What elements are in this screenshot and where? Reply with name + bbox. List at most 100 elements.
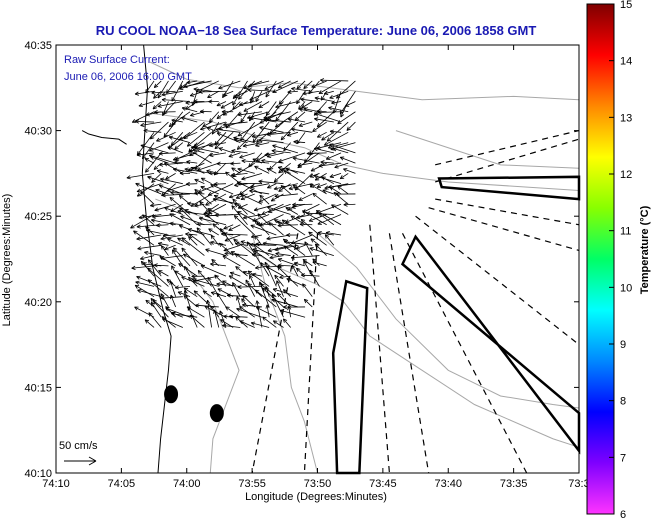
current-vector-head: [233, 136, 238, 138]
transect-ray: [388, 233, 430, 474]
current-vector: [278, 90, 291, 105]
current-vector: [171, 80, 184, 102]
current-vector-head: [193, 87, 198, 90]
current-vector: [162, 234, 176, 237]
current-vector-head: [232, 173, 236, 178]
transect-ray: [435, 198, 580, 226]
current-vector-head: [152, 105, 155, 110]
current-vector: [218, 80, 241, 89]
current-vector-head: [206, 127, 210, 131]
current-vector: [165, 173, 176, 180]
current-vector-head: [274, 180, 279, 183]
current-vector-head: [181, 247, 184, 252]
current-vector-head: [169, 221, 174, 224]
current-vector-head: [228, 275, 232, 280]
current-vector-head: [252, 248, 257, 253]
current-vector-head: [188, 276, 193, 280]
current-vector-head: [250, 322, 255, 326]
current-vector-head: [234, 185, 239, 188]
current-vector-head: [216, 161, 221, 165]
current-vector-head: [237, 286, 242, 290]
current-vector-head: [271, 299, 276, 303]
current-vector-head: [164, 246, 168, 250]
current-vector-head: [294, 186, 297, 191]
current-vector: [287, 131, 299, 136]
current-vector-head: [234, 139, 238, 143]
current-vector-head: [317, 220, 321, 225]
current-vector-head: [283, 304, 288, 308]
current-vector: [158, 270, 169, 277]
current-vector: [252, 121, 270, 143]
current-vector: [328, 142, 349, 149]
current-vector-head: [162, 233, 167, 237]
current-vector: [339, 91, 356, 114]
current-vector: [269, 255, 284, 259]
current-vector-head: [247, 117, 252, 120]
current-vector: [276, 280, 284, 297]
current-vector-head: [190, 115, 195, 117]
current-vector-head: [177, 209, 182, 212]
current-vector: [160, 296, 183, 299]
current-vector-head: [276, 221, 281, 225]
current-vector-head: [277, 84, 281, 89]
current-vector: [184, 209, 198, 215]
current-vector: [275, 253, 291, 256]
current-vector: [145, 152, 162, 173]
current-vector-head: [247, 87, 252, 91]
current-vector: [301, 274, 320, 277]
current-vector-head: [262, 241, 267, 244]
current-vector-head: [171, 311, 176, 314]
current-vector-head: [210, 241, 214, 245]
current-vector-head: [208, 101, 213, 104]
current-vector-head: [283, 146, 286, 151]
current-vector-head: [329, 143, 334, 145]
current-vector-head: [233, 93, 237, 98]
current-vector: [194, 179, 205, 185]
current-vector-head: [302, 91, 307, 95]
current-vector-head: [186, 306, 190, 311]
current-vector-head: [299, 222, 304, 225]
current-vector-head: [254, 209, 259, 212]
current-vector: [344, 101, 356, 107]
current-vector-head: [252, 272, 257, 275]
current-vector-head: [312, 127, 315, 132]
current-vector-head: [191, 274, 196, 277]
current-vector-head: [206, 300, 208, 305]
current-vector-head: [193, 290, 199, 293]
current-vector-head: [235, 243, 239, 247]
current-vector-head: [166, 188, 171, 192]
current-vector-head: [240, 196, 244, 200]
current-vector-head: [160, 178, 164, 182]
current-vector-head: [256, 300, 260, 305]
current-vector: [274, 274, 284, 287]
current-vector-head: [141, 260, 146, 264]
current-vector: [285, 207, 299, 215]
current-vector: [325, 232, 342, 236]
current-vector-head: [255, 242, 260, 245]
current-vector-head: [203, 290, 208, 292]
current-vector-head: [312, 193, 315, 198]
current-vector: [242, 295, 256, 308]
current-vector-head: [185, 232, 190, 235]
current-vector: [198, 90, 226, 93]
current-vector-head: [158, 153, 163, 156]
current-vector-head: [235, 195, 240, 199]
current-vector-head: [191, 101, 193, 106]
current-vector-head: [328, 107, 332, 111]
current-vector-head: [195, 303, 200, 306]
current-vector-head: [337, 122, 342, 125]
current-vector-head: [230, 163, 235, 166]
current-vector: [136, 234, 162, 240]
current-vector-head: [171, 249, 174, 254]
current-vector-head: [136, 238, 141, 241]
current-vector: [169, 280, 177, 297]
current-vector: [250, 183, 270, 188]
current-vector-head: [160, 258, 165, 261]
current-vector: [223, 121, 248, 126]
current-vector-head: [330, 149, 335, 151]
current-vector: [145, 80, 155, 94]
current-vector: [324, 131, 349, 146]
current-vector-head: [224, 253, 229, 256]
current-vector-head: [150, 302, 153, 307]
current-vector: [320, 79, 349, 82]
